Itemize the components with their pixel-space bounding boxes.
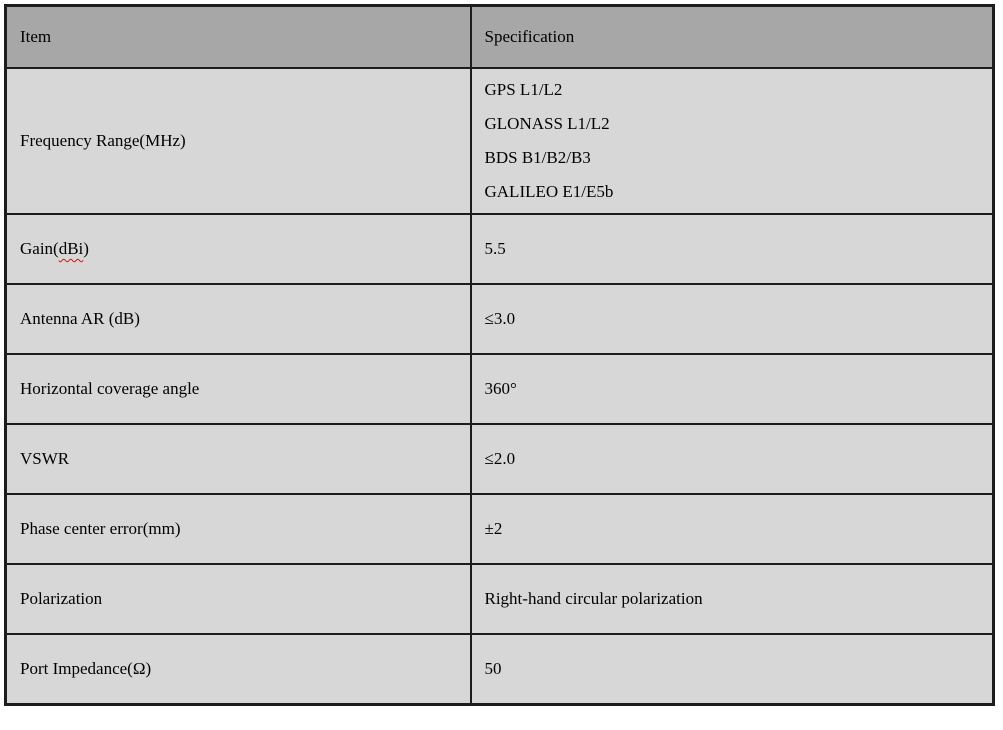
table-row: VSWR ≤2.0 [4,423,995,495]
item-cell: Polarization [4,563,472,635]
table-row: Polarization Right-hand circular polariza… [4,563,995,635]
item-text: Horizontal coverage angle [20,379,200,398]
item-cell: Gain(dBi) [4,213,472,285]
spec-cell: 50 [469,633,995,706]
item-text: Gain( [20,239,59,258]
spec-cell: ≤2.0 [469,423,995,495]
specification-table: Item Specification Frequency Range(MHz) G… [4,4,995,706]
item-text: Port Impedance(Ω) [20,659,152,678]
table-row: Horizontal coverage angle 360° [4,353,995,425]
spec-line: ≤3.0 [484,309,516,328]
spec-line: GLONASS L1/L2 [484,114,610,133]
spec-cell: 5.5 [469,213,995,285]
item-cell: Frequency Range(MHz) [4,67,472,215]
item-cell: VSWR [4,423,472,495]
spec-line: 5.5 [484,239,506,258]
spec-cell: ±2 [469,493,995,565]
table-row: Gain(dBi) 5.5 [4,213,995,285]
spellcheck-flagged-text: dBi [58,239,84,258]
item-text: Phase center error(mm) [20,519,181,538]
item-cell: Phase center error(mm) [4,493,472,565]
spec-line: GALILEO E1/E5b [484,182,614,201]
table-row: Phase center error(mm) ±2 [4,493,995,565]
table-row: Antenna AR (dB) ≤3.0 [4,283,995,355]
spec-cell: ≤3.0 [469,283,995,355]
table-header-row: Item Specification [4,4,995,69]
item-cell: Antenna AR (dB) [4,283,472,355]
spec-line: ±2 [484,519,503,538]
item-text: Polarization [20,589,103,608]
spec-line: Right-hand circular polarization [484,589,703,608]
spec-cell: Right-hand circular polarization [469,563,995,635]
table-row: Port Impedance(Ω) 50 [4,633,995,706]
item-cell: Horizontal coverage angle [4,353,472,425]
item-text: ) [83,239,89,258]
spec-table-body: Frequency Range(MHz) GPS L1/L2 GLONASS L1/… [4,67,995,706]
item-text: Antenna AR (dB) [20,309,140,328]
spec-line: ≤2.0 [484,449,516,468]
spec-line: GPS L1/L2 [484,80,563,99]
table-row: Frequency Range(MHz) GPS L1/L2 GLONASS L1/… [4,67,995,215]
item-text: VSWR [20,449,70,468]
column-header-specification: Specification [469,4,995,69]
spec-line: 50 [484,659,502,678]
spec-cell: GPS L1/L2 GLONASS L1/L2 BDS B1/B2/B3 GALILE… [469,67,995,215]
spec-line: BDS B1/B2/B3 [484,148,591,167]
column-header-item: Item [4,4,472,69]
spec-cell: 360° [469,353,995,425]
item-cell: Port Impedance(Ω) [4,633,472,706]
spec-line: 360° [484,379,517,398]
item-text: Frequency Range(MHz) [20,131,186,150]
